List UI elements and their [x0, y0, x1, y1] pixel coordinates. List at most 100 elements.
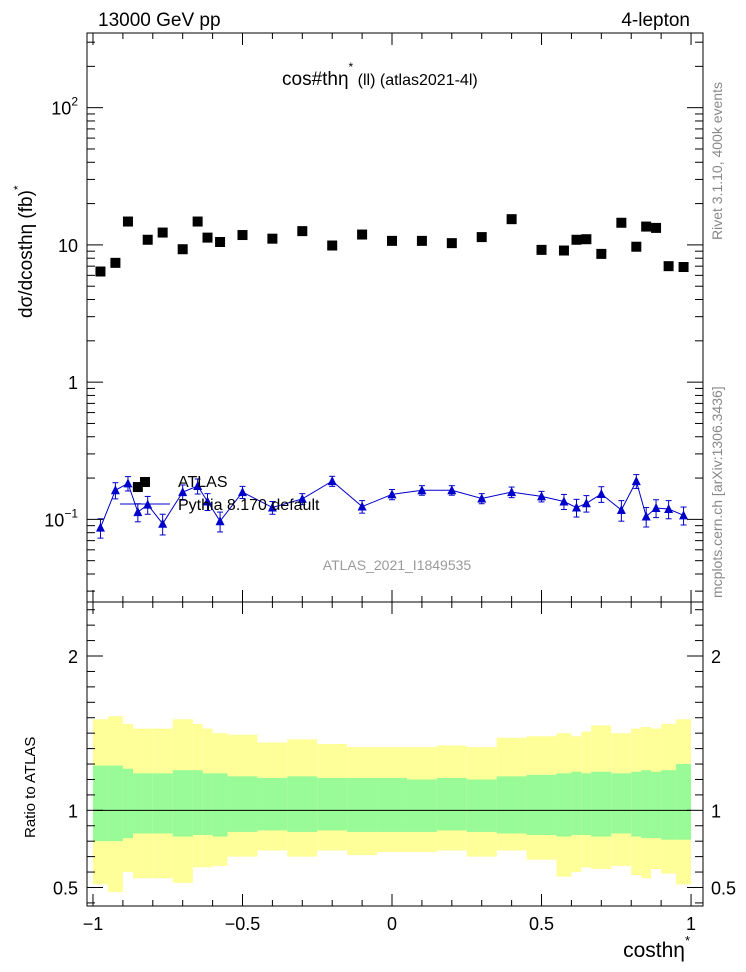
- data-point: [177, 244, 188, 255]
- y-tick-label-ratio-right: 2: [711, 647, 721, 667]
- data-point: [616, 217, 627, 228]
- data-point: [357, 229, 368, 240]
- data-point: [192, 216, 203, 227]
- y-tick-label-ratio: 2: [68, 647, 78, 667]
- data-point: [202, 232, 213, 243]
- mc-point: [679, 510, 689, 520]
- mc-point: [596, 489, 606, 499]
- data-point: [132, 482, 143, 493]
- data-point: [663, 261, 674, 272]
- mc-point: [581, 498, 591, 508]
- mc-point: [297, 493, 307, 503]
- data-point: [95, 266, 106, 277]
- mc-point: [616, 505, 626, 515]
- axis-ticks: [87, 33, 703, 906]
- mc-point: [203, 496, 213, 506]
- header-left: 13000 GeV pp: [98, 10, 221, 31]
- ratio-band-inner-bin: [122, 768, 134, 839]
- mc-point: [357, 501, 367, 511]
- mc-point: [572, 502, 582, 512]
- mc-point: [215, 516, 225, 526]
- data-point: [157, 227, 168, 238]
- chart-title: cos#thη* (ll) (atlas2021-4l): [282, 60, 478, 90]
- y-tick-label-upper: 102: [51, 95, 78, 119]
- ratio-band-inner-bin: [227, 776, 258, 832]
- ratio-band-inner-bin: [107, 765, 123, 842]
- data-point: [297, 226, 308, 237]
- ratio-band-inner-bin: [526, 774, 557, 836]
- ratio-band-inner-bin: [571, 771, 582, 836]
- data-point: [142, 234, 153, 245]
- ratio-band-inner-bin: [347, 777, 378, 832]
- y-tick-label-upper: 10−1: [44, 506, 78, 530]
- mc-point: [507, 487, 517, 497]
- mc-point: [267, 502, 277, 512]
- ratio-band-inner-bin: [152, 773, 173, 834]
- x-tick-label: 0: [387, 914, 397, 934]
- y-tick-label-ratio: 0.5: [53, 878, 78, 898]
- x-tick-label: −1: [83, 914, 104, 934]
- data-point: [267, 233, 278, 244]
- mc-point: [417, 485, 427, 495]
- axis-tick-labels: −1 −0.5 0 0.5 1 10−1 1 10 102 0.5 0.5 1 1 2 2: [44, 95, 736, 934]
- ratio-band-inner-bin: [406, 779, 437, 832]
- y-tick-label-ratio-right: 1: [711, 801, 721, 821]
- upper-panel-frame: [86, 32, 704, 603]
- ratio-band-inner-bin: [172, 770, 193, 837]
- mc-point: [641, 511, 651, 521]
- ratio-band-inner-bin: [650, 771, 662, 839]
- ratio-band-inner-bin: [496, 776, 527, 834]
- ratio-band-inner-bin: [591, 771, 612, 837]
- data-point: [110, 257, 121, 268]
- data-point: [476, 232, 487, 243]
- mc-point: [110, 485, 120, 495]
- data-point: [327, 240, 338, 251]
- ratio-band-inner-bin: [142, 773, 153, 834]
- ratio-band-inner-bin: [92, 765, 108, 842]
- legend-data-marker: [140, 477, 150, 487]
- data-point: [631, 241, 642, 252]
- mc-point: [477, 493, 487, 503]
- mc-point: [327, 476, 337, 486]
- legend: ATLAS Pythia 8.170 default: [120, 474, 320, 514]
- ratio-band-inner-bin: [212, 773, 228, 837]
- ratio-band-inner-bin: [581, 773, 592, 836]
- mc-point: [193, 481, 203, 491]
- mc-point: [559, 496, 569, 506]
- ratio-band-inner-bin: [287, 776, 318, 832]
- mc-point: [123, 478, 133, 488]
- data-series-points: [95, 214, 689, 493]
- mc-point: [447, 485, 457, 495]
- mc-point: [95, 522, 105, 532]
- data-point: [416, 235, 427, 246]
- legend-data-label: ATLAS: [178, 474, 228, 491]
- data-point: [558, 245, 569, 256]
- ratio-band-inner-bin: [676, 764, 692, 840]
- ratio-band-inner: [92, 764, 692, 842]
- header-right: 4-lepton: [621, 10, 690, 31]
- mc-point: [664, 504, 674, 514]
- ratio-band-inner-bin: [133, 773, 143, 834]
- ratio-band-inner-bin: [611, 773, 632, 834]
- data-point: [596, 248, 607, 259]
- data-point: [215, 236, 226, 247]
- y-axis-title: dσ/dcosthη (fb)*: [11, 185, 37, 318]
- mc-point: [237, 487, 247, 497]
- mc-point: [537, 491, 547, 501]
- ratio-band-inner-bin: [377, 777, 407, 832]
- ratio-band-inner-bin: [631, 771, 642, 837]
- data-point: [651, 222, 662, 233]
- y-tick-label-upper: 1: [68, 373, 78, 393]
- ratio-band-inner-bin: [257, 777, 288, 831]
- mc-point: [651, 503, 661, 513]
- data-point: [446, 238, 457, 249]
- ratio-band-inner-bin: [317, 777, 348, 831]
- mcplots-label: mcplots.cern.ch [arXiv:1306.3436]: [709, 386, 725, 598]
- x-tick-label: 1: [686, 914, 696, 934]
- mc-point: [387, 489, 397, 499]
- analysis-watermark: ATLAS_2021_I1849535: [323, 557, 472, 573]
- data-point: [641, 221, 652, 232]
- ratio-band-inner-bin: [202, 773, 213, 836]
- y-tick-label-ratio: 1: [68, 801, 78, 821]
